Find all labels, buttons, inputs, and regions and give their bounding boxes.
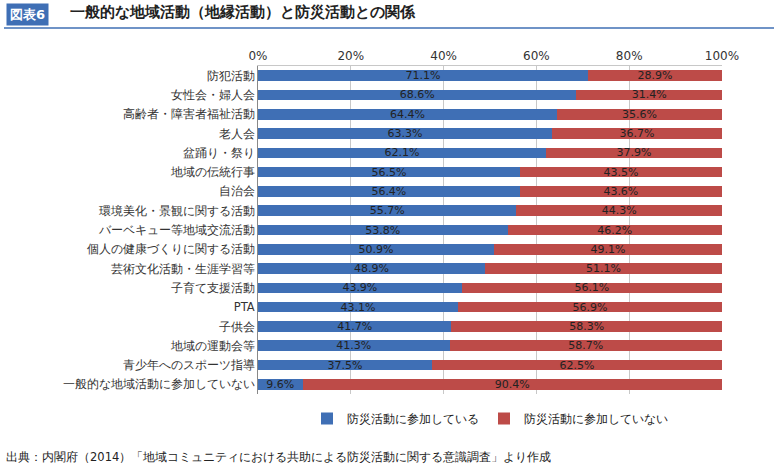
- svg-text:50.9%: 50.9%: [359, 243, 394, 256]
- svg-text:9.6%: 9.6%: [266, 378, 294, 391]
- svg-text:自治会: 自治会: [219, 184, 255, 198]
- svg-text:図表6: 図表6: [10, 7, 45, 22]
- svg-text:43.9%: 43.9%: [342, 281, 377, 294]
- svg-text:53.8%: 53.8%: [365, 224, 400, 237]
- svg-text:37.9%: 37.9%: [617, 146, 652, 159]
- svg-text:0%: 0%: [248, 49, 267, 63]
- svg-text:出典：内閣府（2014）「地域コミュニティにおける共助による: 出典：内閣府（2014）「地域コミュニティにおける共助による防災活動に関する意識…: [6, 450, 551, 464]
- svg-text:地域の伝統行事: 地域の伝統行事: [170, 165, 255, 179]
- svg-text:55.7%: 55.7%: [370, 204, 405, 217]
- svg-text:高齢者・障害者福祉活動: 高齢者・障害者福祉活動: [123, 107, 255, 121]
- svg-text:100%: 100%: [705, 49, 739, 63]
- svg-text:51.1%: 51.1%: [586, 262, 621, 275]
- svg-text:41.7%: 41.7%: [337, 320, 372, 333]
- svg-text:60%: 60%: [523, 49, 550, 63]
- svg-text:35.6%: 35.6%: [622, 108, 657, 121]
- svg-text:子育て支援活動: 子育て支援活動: [171, 281, 255, 295]
- svg-text:28.9%: 28.9%: [637, 69, 672, 82]
- svg-text:68.6%: 68.6%: [400, 88, 435, 101]
- svg-text:一般的な地域活動（地縁活動）と防災活動との関係: 一般的な地域活動（地縁活動）と防災活動との関係: [70, 3, 416, 21]
- svg-text:56.9%: 56.9%: [573, 301, 608, 314]
- svg-text:防犯活動: 防犯活動: [207, 69, 255, 83]
- svg-text:防災活動に参加している: 防災活動に参加している: [347, 412, 479, 426]
- svg-text:43.5%: 43.5%: [604, 166, 639, 179]
- svg-text:49.1%: 49.1%: [591, 243, 626, 256]
- svg-text:芸術文化活動・生涯学習等: 芸術文化活動・生涯学習等: [111, 262, 255, 276]
- svg-text:56.1%: 56.1%: [574, 281, 609, 294]
- svg-text:PTA: PTA: [234, 300, 255, 314]
- svg-text:41.3%: 41.3%: [336, 339, 371, 352]
- svg-text:46.2%: 46.2%: [597, 224, 632, 237]
- svg-text:71.1%: 71.1%: [405, 69, 440, 82]
- svg-text:58.3%: 58.3%: [569, 320, 604, 333]
- svg-text:40%: 40%: [430, 49, 457, 63]
- svg-text:女性会・婦人会: 女性会・婦人会: [171, 88, 255, 102]
- svg-text:20%: 20%: [337, 49, 364, 63]
- svg-text:36.7%: 36.7%: [619, 127, 654, 140]
- svg-text:地域の運動会等: 地域の運動会等: [170, 339, 255, 353]
- svg-text:90.4%: 90.4%: [495, 378, 530, 391]
- svg-text:老人会: 老人会: [219, 127, 255, 141]
- svg-text:31.4%: 31.4%: [632, 88, 667, 101]
- svg-text:37.5%: 37.5%: [328, 359, 363, 372]
- svg-text:56.5%: 56.5%: [372, 166, 407, 179]
- svg-text:80%: 80%: [616, 49, 643, 63]
- svg-text:48.9%: 48.9%: [354, 262, 389, 275]
- svg-text:58.7%: 58.7%: [568, 339, 603, 352]
- svg-text:64.4%: 64.4%: [390, 108, 425, 121]
- svg-text:43.1%: 43.1%: [341, 301, 376, 314]
- svg-text:防災活動に参加していない: 防災活動に参加していない: [524, 412, 668, 426]
- svg-text:56.4%: 56.4%: [371, 185, 406, 198]
- svg-text:一般的な地域活動に参加していない: 一般的な地域活動に参加していない: [63, 377, 255, 391]
- svg-text:環境美化・景観に関する活動: 環境美化・景観に関する活動: [99, 204, 255, 218]
- svg-text:43.6%: 43.6%: [603, 185, 638, 198]
- svg-text:青少年へのスポーツ指導: 青少年へのスポーツ指導: [123, 358, 255, 372]
- svg-text:子供会: 子供会: [219, 319, 255, 333]
- svg-text:バーベキュー等地域交流活動: バーベキュー等地域交流活動: [98, 223, 255, 237]
- svg-text:盆踊り・祭り: 盆踊り・祭り: [183, 146, 255, 160]
- svg-text:44.3%: 44.3%: [602, 204, 637, 217]
- svg-text:63.3%: 63.3%: [387, 127, 422, 140]
- svg-text:62.5%: 62.5%: [560, 359, 595, 372]
- svg-text:個人の健康づくりに関する活動: 個人の健康づくりに関する活動: [87, 242, 255, 256]
- svg-text:62.1%: 62.1%: [385, 146, 420, 159]
